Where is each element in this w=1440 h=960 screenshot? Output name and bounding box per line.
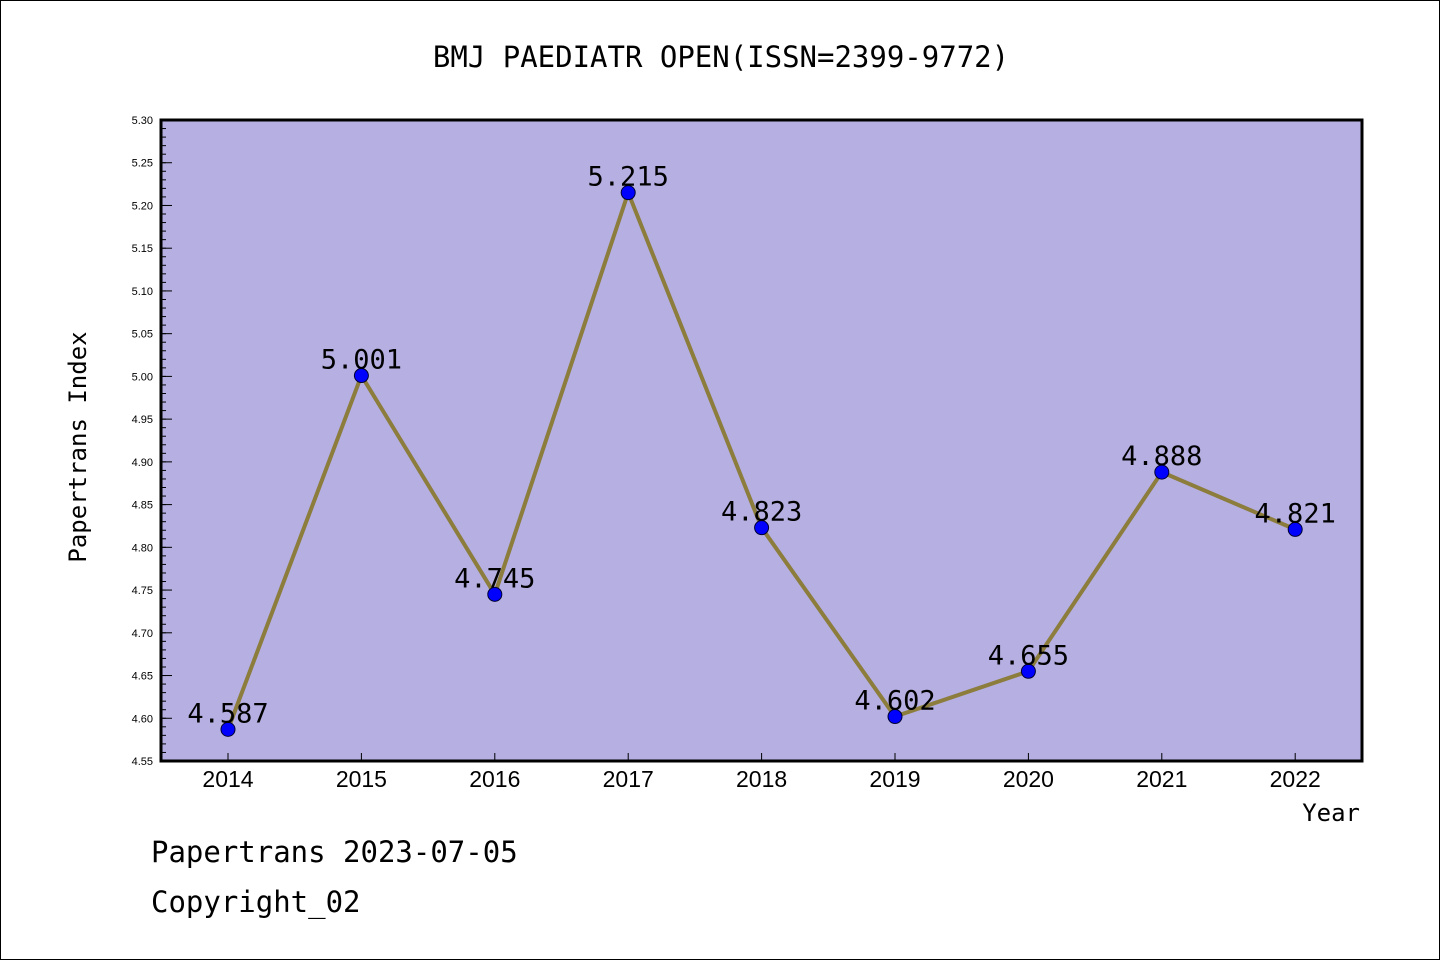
x-tick-label: 2022 [1270,766,1321,792]
y-tick-label: 4.80 [132,542,153,554]
data-point [220,721,236,737]
y-tick-label: 5.00 [132,371,153,383]
y-tick-label: 5.30 [132,115,153,127]
data-label: 4.745 [454,563,535,594]
x-axis-label: Year [1302,799,1360,827]
data-point [487,586,503,602]
x-tick-label: 2016 [469,766,520,792]
y-tick-label: 4.85 [132,500,153,512]
data-point [1020,663,1036,679]
data-label: 4.823 [721,497,802,528]
data-label: 4.587 [187,698,268,729]
y-tick-label: 4.60 [132,713,153,725]
data-point [620,185,636,201]
data-label: 5.001 [321,345,402,376]
x-axis: 2014 2015 2016 2017 2018 2019 2020 2021 2022 [202,753,1321,792]
plot-area [159,118,1364,763]
y-axis-label: Papertrans Index [64,331,92,562]
y-tick-label: 4.75 [132,585,153,597]
y-tick-label: 4.90 [132,457,153,469]
x-tick-label: 2017 [603,766,654,792]
x-tick-label: 2015 [336,766,387,792]
data-point [1287,521,1303,537]
data-point [887,709,903,725]
y-tick-label: 5.15 [132,243,153,255]
y-tick-label: 5.20 [132,200,153,212]
x-tick-label: 2018 [736,766,787,792]
data-label: 4.888 [1121,441,1202,472]
y-tick-label: 4.65 [132,671,153,683]
data-label: 5.215 [588,162,669,193]
data-point [353,368,369,384]
data-point [1154,464,1170,480]
y-tick-label: 5.05 [132,329,153,341]
x-tick-label: 2020 [1003,766,1054,792]
data-label: 4.655 [988,640,1069,671]
x-tick-label: 2021 [1136,766,1187,792]
data-label: 4.821 [1255,498,1336,529]
data-label: 4.602 [854,686,935,717]
footer-date: Papertrans 2023-07-05 [151,835,518,869]
y-tick-label: 5.10 [132,286,153,298]
data-labels: 4.587 5.001 4.745 5.215 4.823 4.602 4.655 4.888… [187,162,1335,730]
chart-title: BMJ PAEDIATR OPEN(ISSN=2399-9772) [433,40,1009,74]
footer-copyright: Copyright_02 [151,885,361,919]
series-papertrans-index [220,185,1303,737]
x-tick-label: 2019 [869,766,920,792]
y-tick-label: 4.70 [132,628,153,640]
y-tick-label: 5.25 [132,158,153,170]
y-axis: 4.55 4.60 4.65 4.70 4.75 4.80 4.85 4.90 4.95 5.00… [132,115,172,768]
y-tick-label: 4.55 [132,756,153,768]
x-tick-label: 2014 [202,766,253,792]
y-tick-label: 4.95 [132,414,153,426]
data-point [754,520,770,536]
